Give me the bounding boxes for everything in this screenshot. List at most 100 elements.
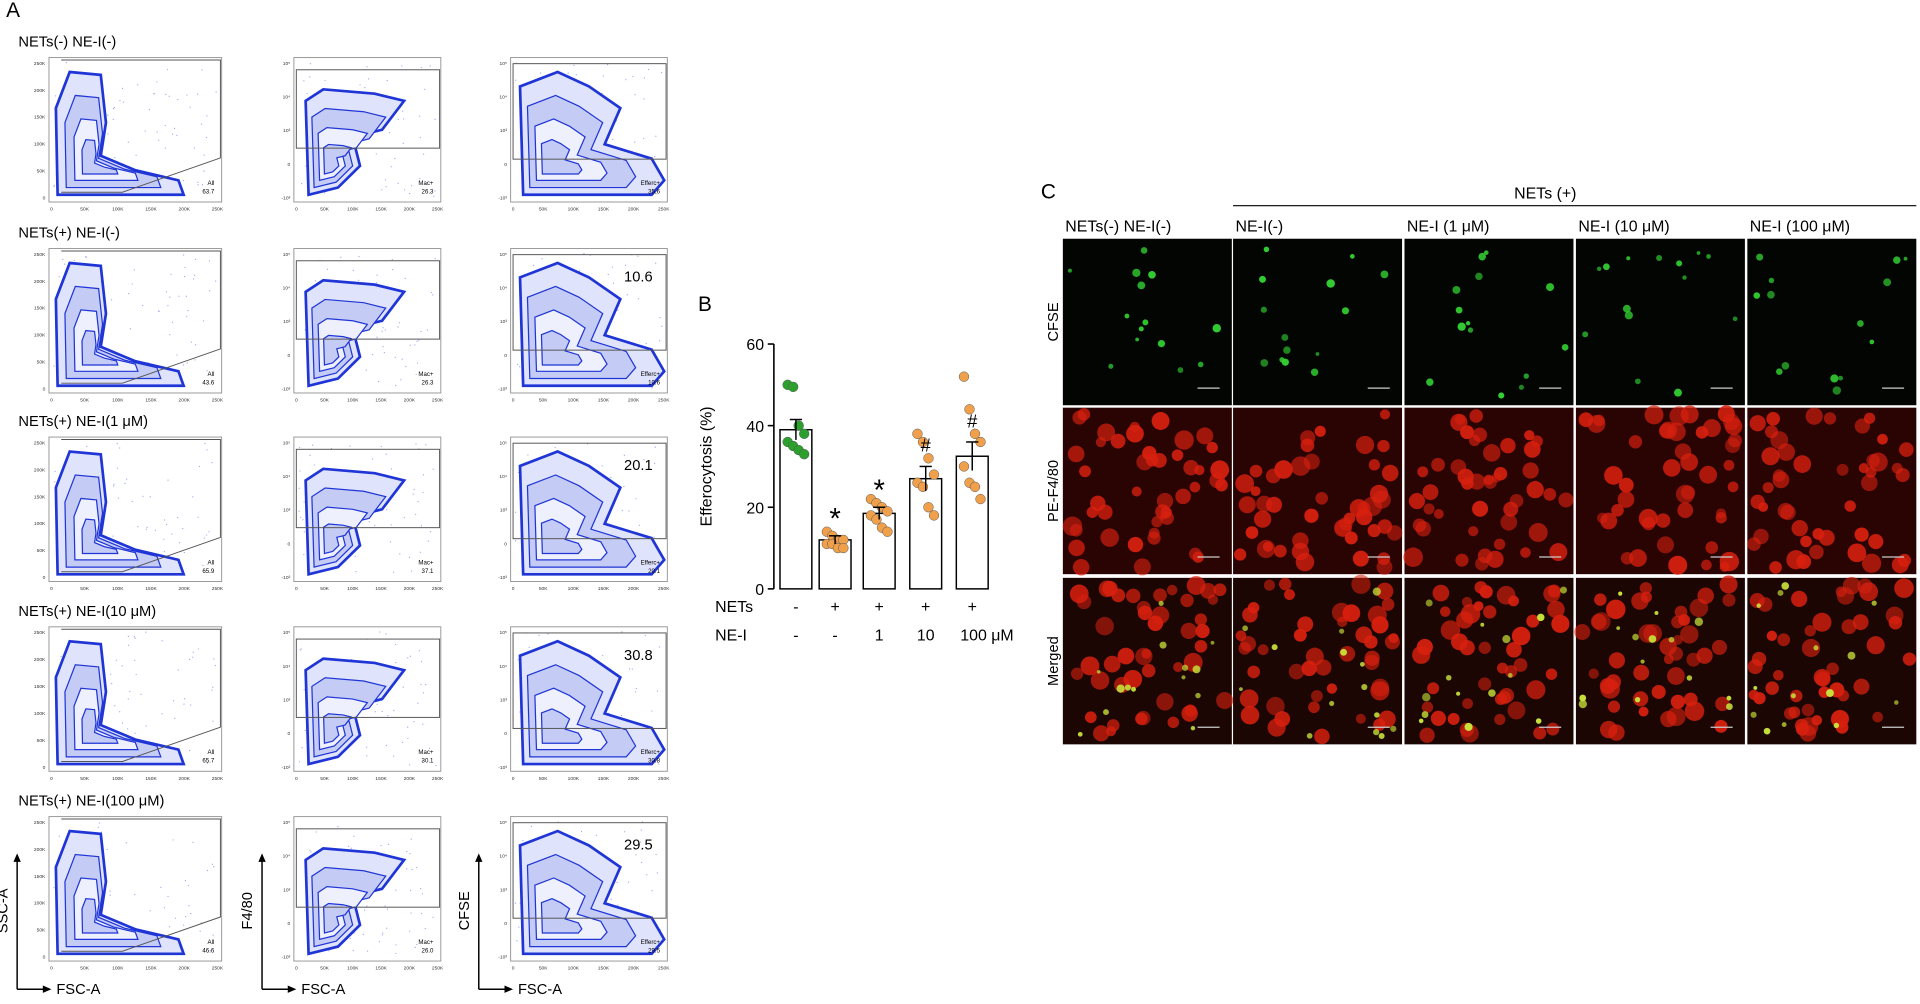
cell (1426, 378, 1434, 386)
x-row-label: 1 (875, 627, 884, 644)
event-dot (517, 363, 519, 366)
event-dot (352, 269, 354, 271)
event-dot (403, 517, 406, 519)
x-tick-label: 200K (404, 586, 416, 592)
cell (1180, 622, 1197, 639)
cell (1812, 612, 1832, 632)
cell (1719, 575, 1738, 594)
event-dot (602, 75, 604, 77)
event-dot (106, 848, 108, 850)
event-dot (428, 747, 431, 749)
x-tick-label: 200K (179, 776, 191, 782)
y-tick-label: 0 (287, 353, 290, 359)
cell (1773, 669, 1784, 681)
event-dot (111, 682, 113, 685)
bar (909, 477, 943, 590)
event-dot (421, 893, 423, 895)
cell (1591, 612, 1611, 631)
x-tick-label: 150K (375, 207, 387, 213)
event-dot (654, 446, 656, 448)
cell (1726, 703, 1733, 710)
event-dot (190, 341, 193, 343)
x-axis-label: FSC-A (518, 982, 562, 998)
event-dot (385, 744, 387, 747)
y-tick-label: 10⁴ (283, 474, 291, 480)
event-dot (651, 387, 653, 389)
cell (1638, 706, 1649, 717)
event-dot (193, 278, 195, 280)
image-bg (1233, 238, 1403, 406)
event-dot (635, 498, 637, 500)
event-dot (117, 497, 120, 499)
event-dot (421, 760, 423, 762)
cell (1423, 503, 1435, 515)
event-dot (616, 881, 618, 884)
x-tick-label: 250K (432, 586, 444, 592)
cell (1832, 386, 1842, 395)
event-dot (407, 726, 409, 728)
cell (1326, 683, 1338, 694)
event-dot (158, 139, 160, 141)
cell (1579, 694, 1587, 702)
x-tick-label: 150K (145, 207, 157, 213)
event-dot (375, 282, 378, 284)
event-dot (424, 927, 426, 930)
event-dot (658, 763, 660, 765)
event-dot (409, 655, 411, 657)
cell (1447, 713, 1460, 725)
event-dot (110, 299, 113, 301)
x-tick-label: 150K (375, 966, 387, 972)
cell (1753, 292, 1761, 299)
cell (1462, 698, 1473, 709)
event-dot (337, 826, 339, 828)
cell (1416, 638, 1433, 656)
cell (1196, 427, 1214, 445)
event-dot (182, 180, 184, 182)
cell (1781, 361, 1790, 370)
cell (1641, 516, 1656, 531)
y-tick-label: 10⁴ (499, 474, 507, 480)
significance-mark: * (829, 502, 840, 535)
cell (1535, 718, 1542, 724)
y-tick-label: 0 (504, 731, 507, 737)
event-dot (381, 934, 383, 936)
cell (1271, 644, 1278, 651)
event-dot (376, 336, 378, 338)
event-dot (382, 346, 384, 348)
event-dot (215, 91, 217, 93)
event-dot (617, 309, 619, 311)
cell (1464, 722, 1473, 731)
event-dot (528, 646, 530, 648)
micrograph (1233, 238, 1403, 406)
event-dot (651, 890, 653, 892)
event-dot (309, 63, 312, 65)
event-dot (208, 260, 210, 262)
y-tick-label: -10³ (282, 765, 291, 771)
cell (1117, 647, 1135, 665)
x-tick-label: 0 (512, 398, 515, 404)
event-dot (188, 749, 191, 752)
y-tick-label: 0 (43, 387, 46, 393)
event-dot (359, 84, 361, 86)
cell (1747, 659, 1763, 675)
event-dot (160, 886, 162, 889)
cell (1835, 721, 1849, 734)
cell (1604, 466, 1623, 485)
cell (1210, 640, 1215, 645)
x-tick-label: 100K (347, 398, 359, 404)
y-tick-label: -10³ (282, 196, 291, 202)
cell (1103, 709, 1109, 716)
cell (1297, 616, 1314, 633)
event-dot (371, 353, 374, 356)
event-dot (165, 93, 167, 96)
event-dot (416, 340, 418, 342)
event-dot (60, 655, 62, 658)
event-dot (420, 330, 422, 333)
event-dot (201, 69, 203, 71)
event-dot (163, 538, 165, 540)
cell (1871, 600, 1877, 606)
cell (1522, 462, 1539, 479)
event-dot (621, 631, 623, 633)
event-dot (376, 703, 378, 705)
event-dot (405, 365, 407, 368)
